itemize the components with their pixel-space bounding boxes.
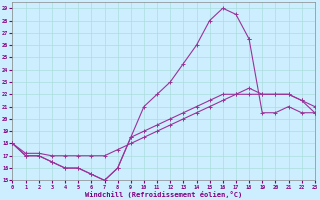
X-axis label: Windchill (Refroidissement éolien,°C): Windchill (Refroidissement éolien,°C): [85, 191, 242, 198]
